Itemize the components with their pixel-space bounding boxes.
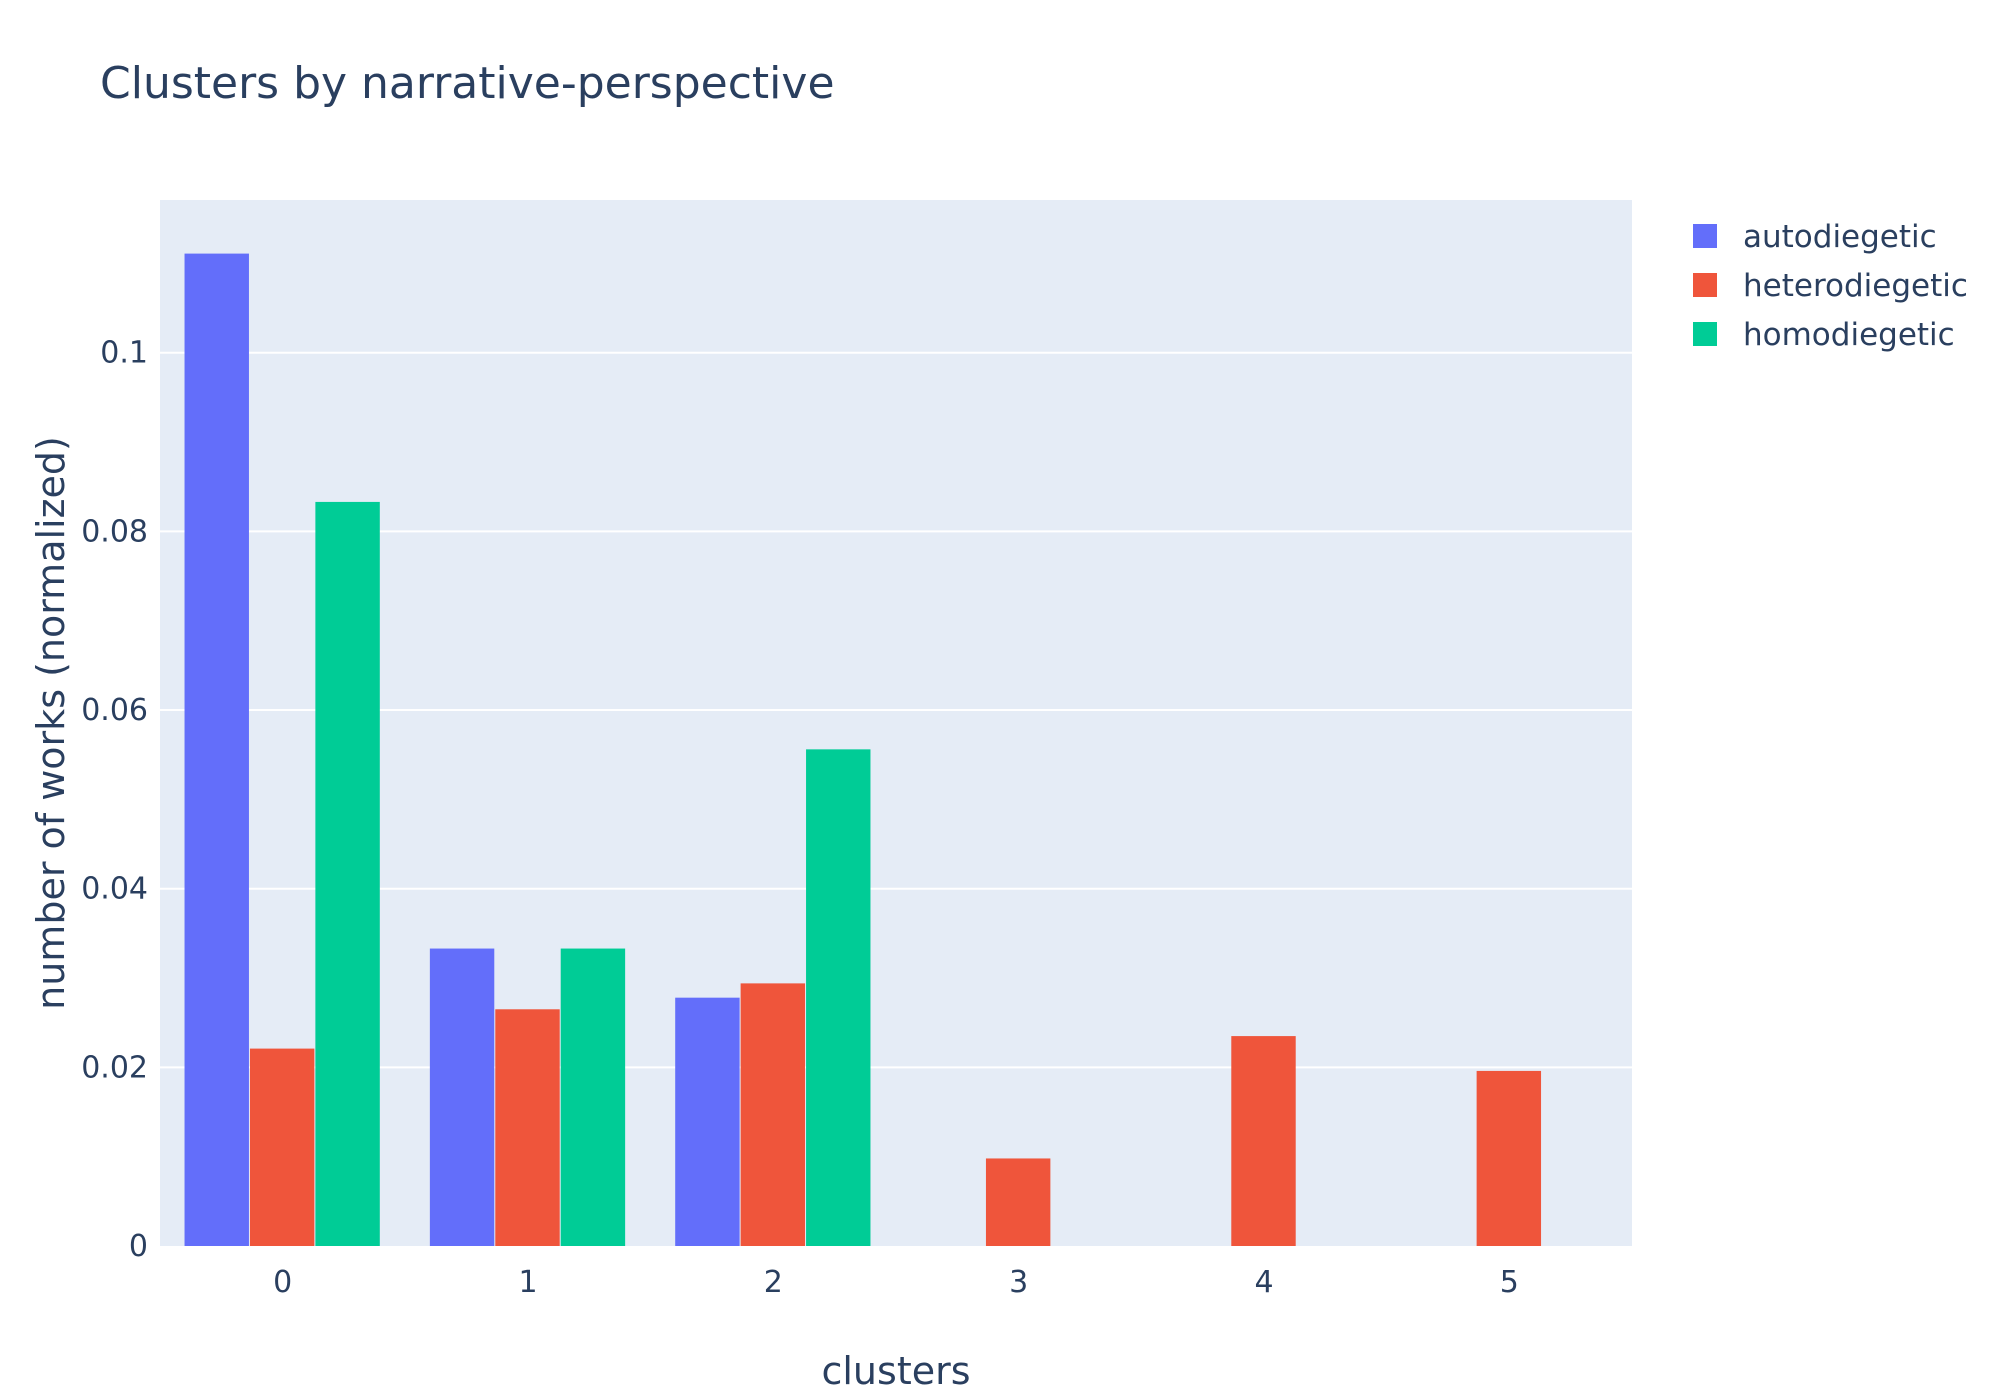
legend-item-heterodiegetic[interactable]: heterodiegetic [1693,268,1968,304]
legend-swatch [1693,224,1717,248]
bar-heterodiegetic-cluster-0 [249,1048,315,1246]
legend-item-homodiegetic[interactable]: homodiegetic [1693,317,1955,353]
chart-title: Clusters by narrative-perspective [100,58,835,109]
bar-homodiegetic-cluster-0 [315,501,380,1246]
legend-label: homodiegetic [1743,317,1955,353]
y-tick-label: 0.1 [100,336,148,371]
bar-heterodiegetic-cluster-5 [1476,1070,1542,1246]
x-tick-label: 0 [273,1265,292,1300]
bar-autodiegetic-cluster-2 [675,997,740,1246]
x-tick-label: 4 [1254,1265,1273,1300]
bar-autodiegetic-cluster-0 [184,253,249,1246]
bar-heterodiegetic-cluster-3 [985,1158,1051,1246]
x-tick-label: 5 [1500,1265,1519,1300]
legend-swatch [1693,273,1717,297]
y-tick-label: 0.06 [81,693,148,728]
y-tick-label: 0 [129,1229,148,1264]
y-tick-labels: 0 0.02 0.04 0.06 0.08 0.1 [81,336,148,1264]
bars [184,253,1542,1246]
bar-heterodiegetic-cluster-1 [495,1009,560,1246]
y-tick-label: 0.02 [81,1050,148,1085]
plot-background [160,200,1632,1246]
y-axis-title: number of works (normalized) [29,436,73,1010]
legend[interactable]: autodiegetic heterodiegetic homodiegetic [1693,219,1968,353]
y-tick-label: 0.08 [81,514,148,549]
legend-swatch [1693,322,1717,346]
x-tick-label: 3 [1009,1265,1028,1300]
x-tick-labels: 0 1 2 3 4 5 [273,1265,1519,1300]
x-axis-title: clusters [821,1349,970,1393]
bar-homodiegetic-cluster-1 [560,948,626,1246]
bar-autodiegetic-cluster-1 [429,948,495,1246]
legend-label: autodiegetic [1743,219,1937,255]
bar-heterodiegetic-cluster-2 [740,983,806,1246]
bar-homodiegetic-cluster-2 [806,749,871,1246]
legend-item-autodiegetic[interactable]: autodiegetic [1693,219,1937,255]
legend-label: heterodiegetic [1743,268,1968,304]
bar-heterodiegetic-cluster-4 [1231,1036,1296,1246]
x-tick-label: 2 [764,1265,783,1300]
x-tick-label: 1 [518,1265,537,1300]
y-tick-label: 0.04 [81,872,148,907]
gridlines [160,351,1632,1069]
